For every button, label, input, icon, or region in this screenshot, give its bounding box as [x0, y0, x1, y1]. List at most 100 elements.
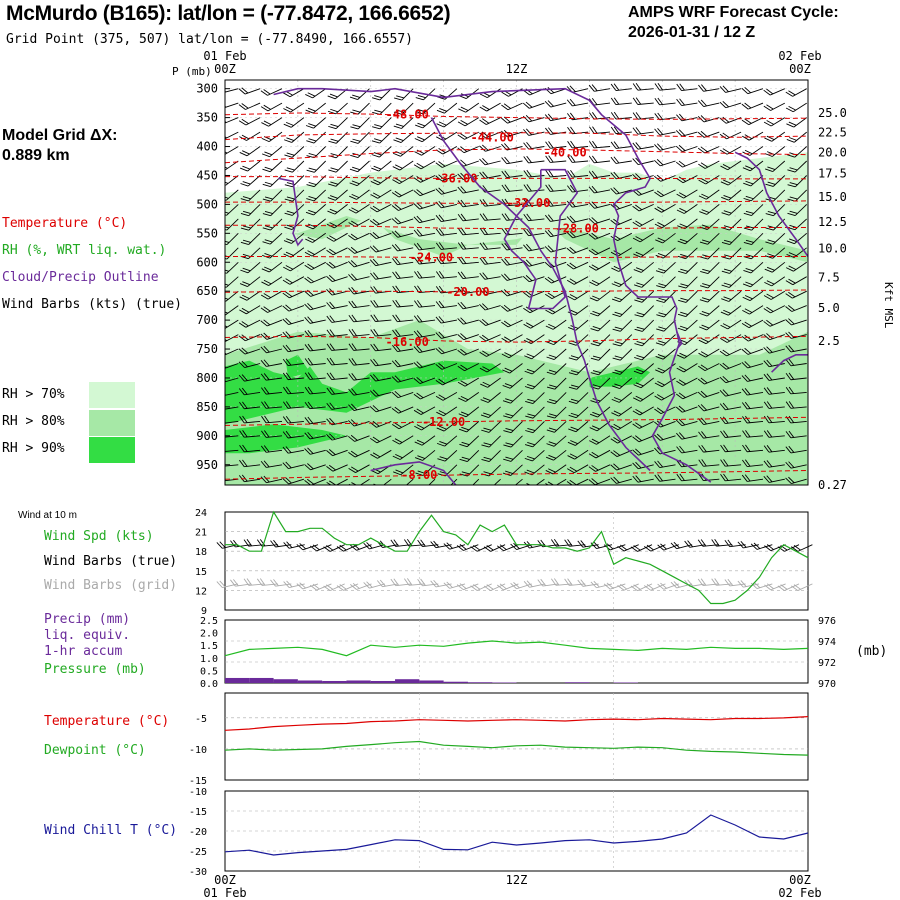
wind10-barb-grid-34-flag-1 [673, 581, 680, 588]
main-barb-605-flag-0 [458, 413, 467, 418]
wind10-barb-grid-24 [537, 578, 559, 587]
main-barb-636 [546, 421, 567, 433]
main-barb-115-shaft [379, 146, 392, 158]
precip-bar-7 [395, 679, 420, 683]
main-barb-291-flag-0 [677, 240, 686, 245]
main-barb-344-flag-0 [655, 270, 664, 274]
main-barb-217-flag-1 [242, 210, 251, 214]
main-barb-24-shaft [747, 88, 764, 95]
main-barb-481-flag-0 [698, 339, 707, 345]
main-barb-110-flag-0 [261, 153, 270, 158]
main-barb-357 [348, 273, 370, 281]
main-barb-66-flag-1 [481, 118, 490, 124]
main-barb-305 [391, 243, 414, 252]
main-barb-703-flag-0 [239, 459, 245, 467]
main-barb-519-flag-1 [351, 358, 357, 366]
main-barb-603-flag-1 [416, 408, 424, 414]
main-barb-141-flag-0 [349, 168, 358, 173]
bottom-axis-12z: 12Z [506, 873, 528, 887]
main-barb-589-flag-1 [700, 390, 708, 397]
main-barb-46 [632, 97, 654, 105]
main-barb-673-flag-0 [763, 430, 770, 438]
wind10-barb-true-31-flag-1 [633, 545, 641, 551]
wind10-barb-grid-18 [456, 583, 479, 591]
wind10-barb-true-34 [670, 541, 693, 550]
main-barb-341-flag-1 [591, 264, 599, 270]
pressure-ytick-2: 972 [818, 658, 836, 669]
main-barb-72-flag-0 [610, 112, 617, 120]
main-barb-163-flag-1 [242, 181, 251, 185]
main-barb-114-flag-0 [350, 154, 359, 159]
main-barb-206 [588, 185, 611, 194]
main-barb-355 [304, 276, 326, 284]
main-barb-277-flag-0 [369, 233, 377, 239]
main-barb-303-flag-0 [348, 247, 355, 254]
main-barb-225-flag-1 [416, 202, 423, 209]
wind10-barb-true-22-flag-0 [510, 543, 517, 550]
main-barb-224-flag-1 [394, 204, 402, 210]
windchill-panel-frame [224, 790, 809, 872]
main-barb-91-flag-0 [436, 136, 444, 142]
main-barb-364-flag-1 [504, 273, 511, 281]
main-barb-452 [656, 319, 676, 332]
main-barb-22-flag-1 [701, 84, 707, 92]
main-barb-53-flag-0 [785, 107, 794, 113]
main-barb-259 [566, 215, 589, 223]
main-barb-654-flag-0 [348, 435, 355, 442]
main-barb-327-flag-1 [285, 265, 294, 270]
main-barb-32 [327, 102, 348, 115]
main-barb-651-flag-1 [285, 430, 292, 438]
main-barb-454-flag-0 [699, 326, 707, 331]
main-barb-577-flag-0 [435, 395, 444, 401]
main-barb-393-flag-0 [544, 293, 553, 299]
main-barb-715-flag-1 [505, 470, 514, 474]
main-barb-177-flag-1 [548, 169, 554, 177]
main-barb-349-flag-1 [766, 266, 775, 271]
main-barb-486-flag-0 [217, 349, 223, 357]
main-barb-601-flag-0 [369, 406, 377, 413]
main-barb-406 [239, 305, 261, 315]
main-barb-89-flag-1 [395, 137, 404, 142]
main-barb-684-flag-0 [414, 457, 423, 461]
main-barb-457-flag-1 [766, 319, 774, 326]
main-barb-109-flag-1 [242, 150, 250, 155]
main-barb-363-flag-0 [479, 272, 486, 280]
main-barb-175 [501, 170, 523, 179]
main-barb-175-flag-1 [504, 170, 510, 178]
main-barb-116 [392, 146, 414, 157]
main-barb-184-flag-1 [700, 178, 709, 183]
main-barb-73-flag-0 [632, 112, 639, 120]
wind10-barb-grid-0-flag-0 [216, 581, 223, 588]
main-barb-260 [588, 217, 611, 225]
pressure-tick-1: 350 [196, 111, 218, 125]
main-barb-171-flag-1 [416, 176, 424, 182]
main-barb-401 [721, 290, 742, 302]
main-barb-567-flag-0 [217, 389, 222, 397]
main-barb-242-flag-0 [787, 212, 796, 216]
main-barb-85-shaft [313, 131, 327, 144]
main-barb-142 [371, 160, 392, 172]
temp-contour-5 [225, 224, 808, 230]
main-barb-108-shaft [225, 146, 239, 156]
main-barb-499-flag-0 [501, 353, 510, 359]
main-barb-365 [522, 275, 545, 283]
main-barb-172-flag-0 [435, 175, 443, 182]
height-tick-4: 15.0 [818, 190, 847, 204]
main-barb-506 [655, 348, 676, 360]
main-barb-380 [260, 290, 283, 300]
main-barb-316-flag-0 [633, 253, 641, 258]
main-barb-632 [458, 421, 480, 433]
precip-bar-11 [492, 682, 517, 683]
main-barb-32-shaft [335, 102, 348, 115]
main-barb-367-flag-0 [566, 279, 575, 285]
main-barb-713-flag-0 [459, 473, 468, 477]
main-barb-602-flag-0 [391, 407, 399, 414]
main-barb-287-flag-1 [591, 232, 599, 239]
main-barb-127 [632, 142, 654, 150]
main-barb-504-flag-0 [612, 357, 621, 361]
main-barb-434 [260, 319, 283, 327]
main-barb-170-flag-1 [394, 177, 403, 183]
wind10-barb-true-13-flag-0 [390, 539, 396, 547]
main-barb-268-flag-1 [767, 225, 776, 229]
main-barb-319-flag-0 [700, 256, 709, 260]
